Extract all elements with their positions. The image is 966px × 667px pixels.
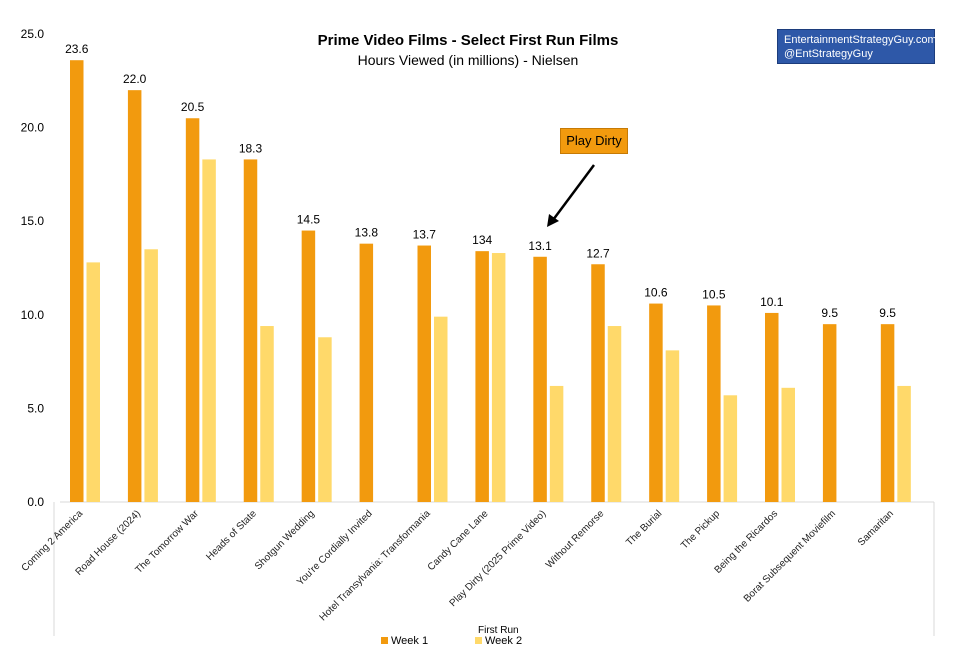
x-tick-label: The Pickup	[679, 508, 722, 551]
bar-week2	[897, 385, 911, 502]
y-tick-label: 20.0	[21, 121, 45, 135]
x-tick-label: Samaritan	[856, 508, 896, 548]
data-label-week1: 9.5	[879, 306, 896, 320]
bar-week2	[318, 337, 332, 502]
bar-week2	[723, 395, 738, 502]
x-tick-label: Shotgun Wedding	[253, 508, 317, 572]
data-label-week1: 10.5	[702, 287, 726, 301]
bar-week2	[202, 159, 216, 502]
bar-week1	[880, 324, 895, 502]
bar-week1	[475, 251, 489, 502]
data-label-week1: 20.5	[181, 100, 205, 114]
data-label-week1: 12.7	[586, 246, 610, 260]
x-tick-label: Borat Subsequent Moviefilm	[742, 508, 838, 604]
data-label-week1: 13.8	[355, 226, 379, 240]
bar-week2	[781, 387, 795, 502]
watermark-site: EntertainmentStrategyGuy.com	[784, 34, 937, 46]
y-tick-label: 5.0	[27, 401, 44, 415]
chart-title: Prime Video Films - Select First Run Fil…	[318, 32, 619, 49]
bar-week2	[434, 316, 448, 502]
legend: First Run Week 1 Week 2	[381, 625, 522, 647]
bar-week1	[533, 256, 547, 502]
x-tick-label: Heads of State	[204, 508, 259, 563]
y-tick-label: 10.0	[21, 308, 45, 322]
play-dirty-callout: Play Dirty	[560, 128, 628, 154]
data-label-week1: 22.0	[123, 72, 147, 86]
x-tick-label: Play Dirty (2025 Prime Video)	[448, 508, 549, 609]
x-tick-label: Without Remorse	[544, 508, 607, 571]
bar-week1	[649, 303, 663, 502]
bar-week1	[127, 90, 142, 502]
x-tick-label: Road House (2024)	[74, 508, 143, 577]
bar-week2	[549, 385, 564, 502]
data-label-week1: 14.5	[297, 213, 321, 227]
bar-week2	[144, 249, 158, 502]
bar-week1	[243, 159, 258, 502]
data-label-week1: 18.3	[239, 141, 263, 155]
bar-week1	[301, 230, 316, 502]
data-label-week1: 10.6	[644, 286, 668, 300]
y-tick-label: 0.0	[27, 495, 44, 509]
bar-week2	[86, 262, 100, 502]
legend-label-week2: Week 2	[485, 635, 522, 647]
x-tick-label: The Burial	[624, 508, 664, 548]
y-axis-ticks: 0.0 5.0 10.0 15.0 20.0 25.0	[21, 27, 45, 509]
legend-label-week1: Week 1	[391, 635, 428, 647]
x-tick-label: The Tomorrow War	[133, 508, 201, 576]
bar-week1	[765, 312, 779, 502]
chart-subtitle: Hours Viewed (in millions) - Nielsen	[358, 52, 579, 68]
legend-swatch-week2	[475, 637, 482, 644]
data-label-week1: 23.6	[65, 42, 89, 56]
x-tick-label: Candy Cane Lane	[426, 508, 491, 573]
bar-week1	[591, 264, 605, 502]
data-label-week1: 9.5	[821, 306, 838, 320]
x-tick-label: Being the Ricardos	[713, 508, 781, 576]
watermark-handle: @EntStrategyGuy	[784, 48, 873, 60]
x-tick-label: Coming 2 America	[20, 508, 86, 574]
data-label-week1: 134	[472, 233, 492, 247]
bar-week1	[359, 243, 374, 502]
data-labels: 23.6 22.0 20.5 18.3 14.5 13.8 13.7 134 13.1 12.7 1…	[65, 42, 896, 320]
y-tick-label: 25.0	[21, 27, 45, 41]
bar-week1	[70, 60, 84, 502]
y-tick-label: 15.0	[21, 214, 45, 228]
data-label-week1: 13.1	[528, 239, 552, 253]
callout-arrow	[547, 164, 596, 227]
bar-week2	[665, 350, 680, 502]
bar-week2	[607, 326, 622, 502]
data-label-week1: 10.1	[760, 295, 784, 309]
data-label-week1: 13.7	[413, 228, 437, 242]
bar-week1	[185, 118, 200, 503]
bar-week2	[260, 326, 274, 502]
legend-swatch-week1	[381, 637, 388, 644]
bar-week1	[707, 305, 721, 502]
bar-week1	[822, 324, 837, 502]
legend-title: First Run	[478, 625, 519, 636]
x-tick-label: Hotel Transylvania: Transformania	[318, 508, 433, 623]
bars	[70, 60, 911, 503]
watermark-box: EntertainmentStrategyGuy.com @EntStrateg…	[777, 29, 937, 64]
bar-week1	[417, 245, 431, 502]
bar-week2	[491, 253, 506, 502]
